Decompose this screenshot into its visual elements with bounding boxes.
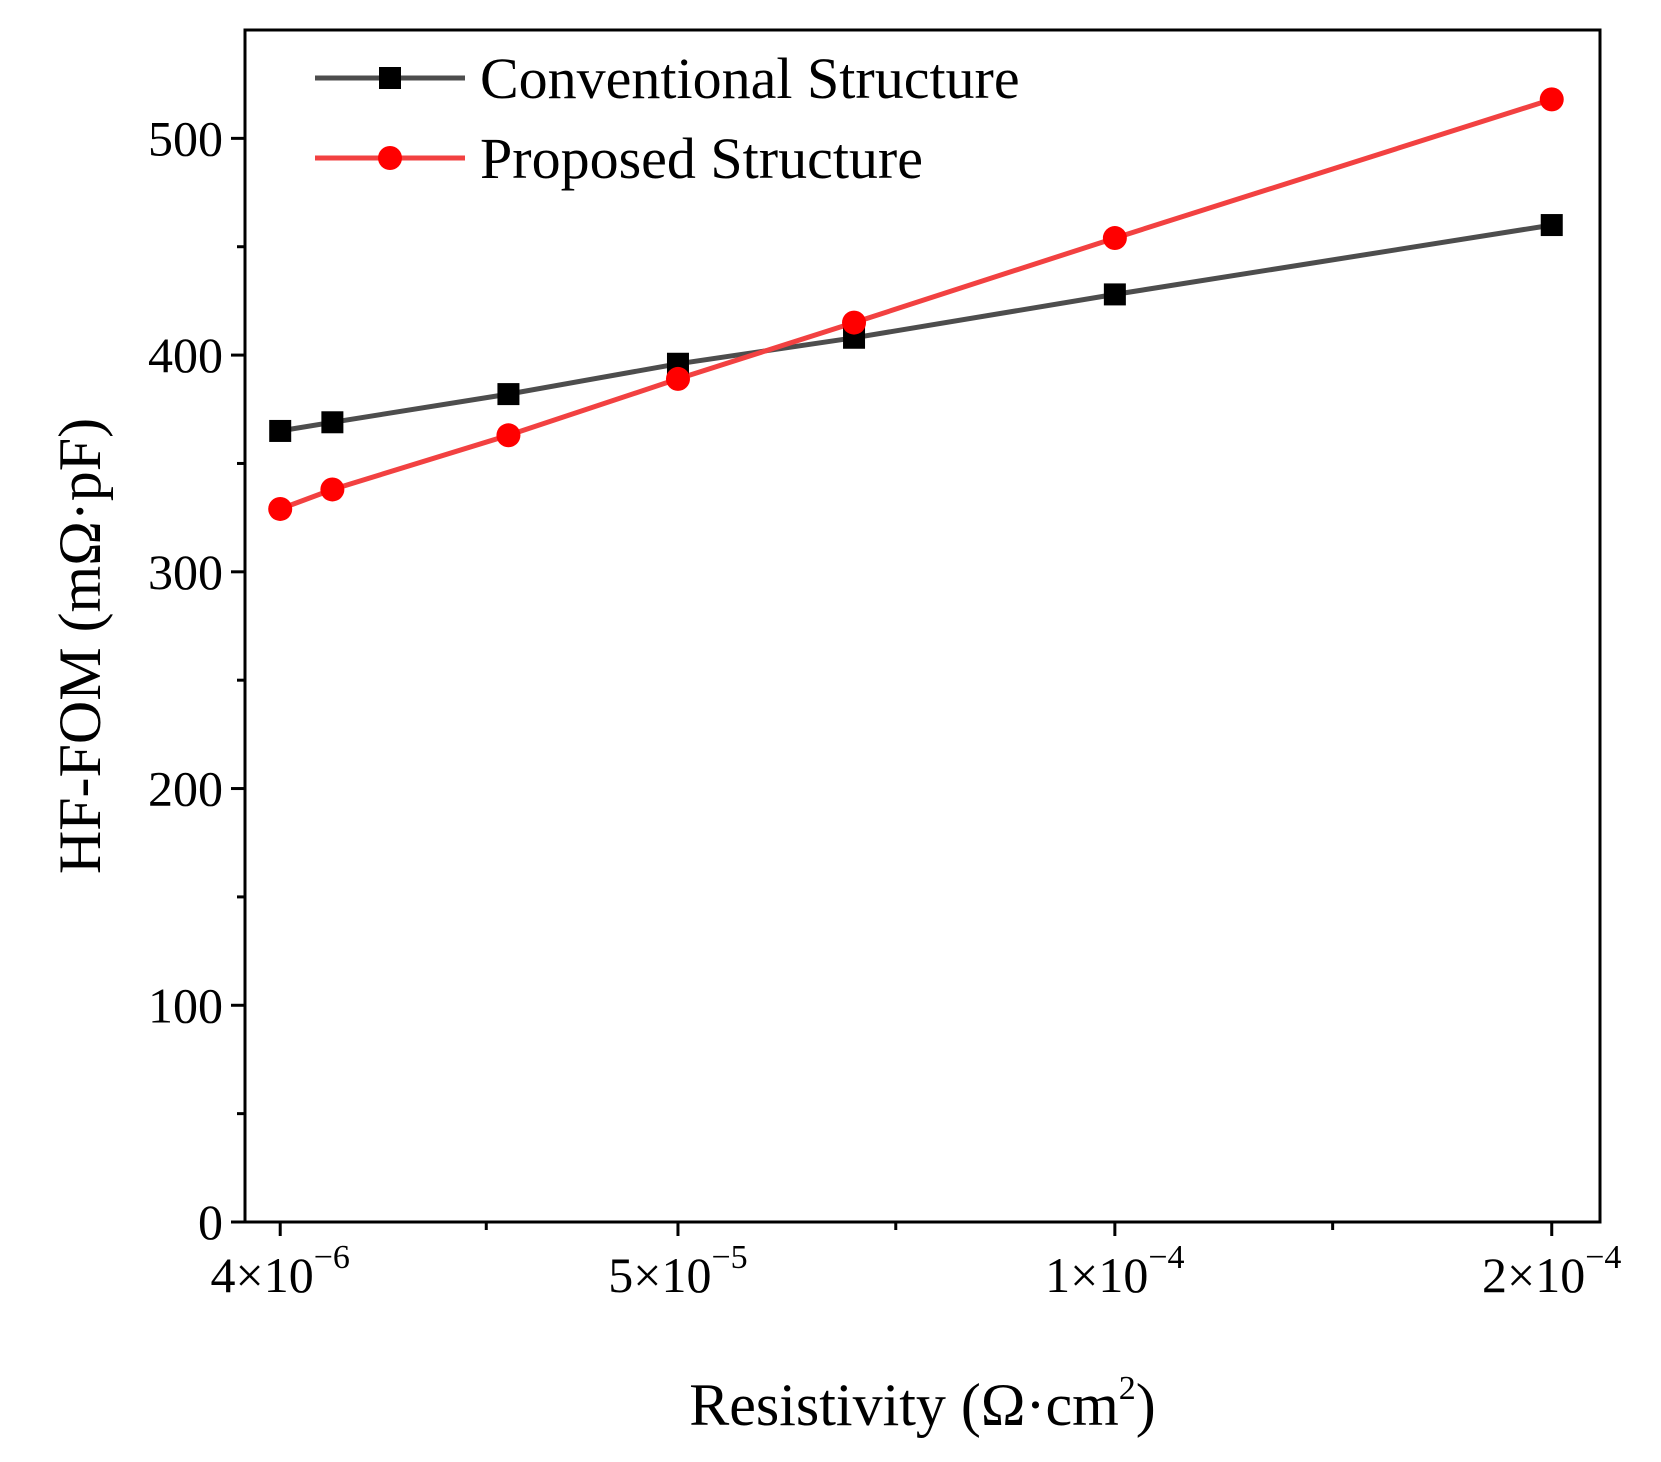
x-tick-label: 5×10−5	[608, 1239, 747, 1303]
legend-label: Proposed Structure	[480, 126, 923, 191]
data-point-conventional	[497, 383, 520, 406]
x-axis-title-text: Resistivity (Ω·cm	[689, 1372, 1119, 1438]
legend-marker-circle	[378, 146, 402, 170]
x-tick-times: ×	[236, 1247, 264, 1303]
data-point-proposed	[665, 366, 690, 391]
data-point-conventional	[1540, 214, 1563, 237]
y-tick-label: 200	[148, 761, 223, 817]
data-point-proposed	[1102, 226, 1127, 251]
x-tick-base: 10	[661, 1247, 711, 1303]
x-axis-title-superscript: 2	[1119, 1370, 1136, 1407]
axis-ticks	[231, 136, 1554, 1236]
data-point-conventional	[1103, 283, 1126, 306]
data-point-proposed	[268, 496, 293, 521]
x-tick-base: 10	[1098, 1247, 1148, 1303]
x-tick-mantissa: 4	[211, 1247, 236, 1303]
y-tick-label: 400	[148, 327, 223, 383]
legend-item: Proposed Structure	[315, 126, 923, 191]
x-tick-base: 10	[1535, 1247, 1585, 1303]
data-point-proposed	[842, 310, 867, 335]
x-tick-exponent: −6	[314, 1239, 350, 1276]
data-point-proposed	[1539, 87, 1564, 112]
legend-marker-square	[379, 67, 401, 89]
data-point-conventional	[269, 419, 292, 442]
x-tick-label: 4×10−6	[211, 1239, 350, 1303]
x-tick-exponent: −5	[711, 1239, 747, 1276]
y-tick-label: 500	[148, 110, 223, 166]
legend: Conventional Structure Proposed Structure	[315, 46, 1020, 191]
x-axis-title: Resistivity (Ω·cm2)	[689, 1370, 1156, 1438]
y-axis-title: HF-FOM (mΩ·pF)	[47, 418, 113, 874]
data-point-proposed	[496, 423, 521, 448]
y-tick-label: 100	[148, 977, 223, 1033]
x-tick-exponent: −4	[1585, 1239, 1621, 1276]
series-markers	[268, 87, 1564, 521]
legend-item: Conventional Structure	[315, 46, 1020, 111]
x-tick-label: 1×10−4	[1045, 1239, 1184, 1303]
x-tick-times: ×	[1507, 1247, 1535, 1303]
x-tick-mantissa: 1	[1045, 1247, 1070, 1303]
plot-frame	[243, 28, 1602, 1224]
x-tick-mantissa: 2	[1482, 1247, 1507, 1303]
x-tick-exponent: −4	[1148, 1239, 1184, 1276]
y-tick-label: 0	[198, 1194, 223, 1250]
data-point-conventional	[321, 411, 344, 434]
x-axis-title-close: )	[1136, 1372, 1156, 1438]
x-tick-base: 10	[264, 1247, 314, 1303]
x-tick-times: ×	[1070, 1247, 1098, 1303]
x-tick-label: 2×10−4	[1482, 1239, 1621, 1303]
y-tick-label: 300	[148, 544, 223, 600]
x-tick-times: ×	[633, 1247, 661, 1303]
legend-label: Conventional Structure	[480, 46, 1020, 111]
data-point-proposed	[320, 477, 345, 502]
x-tick-mantissa: 5	[608, 1247, 633, 1303]
